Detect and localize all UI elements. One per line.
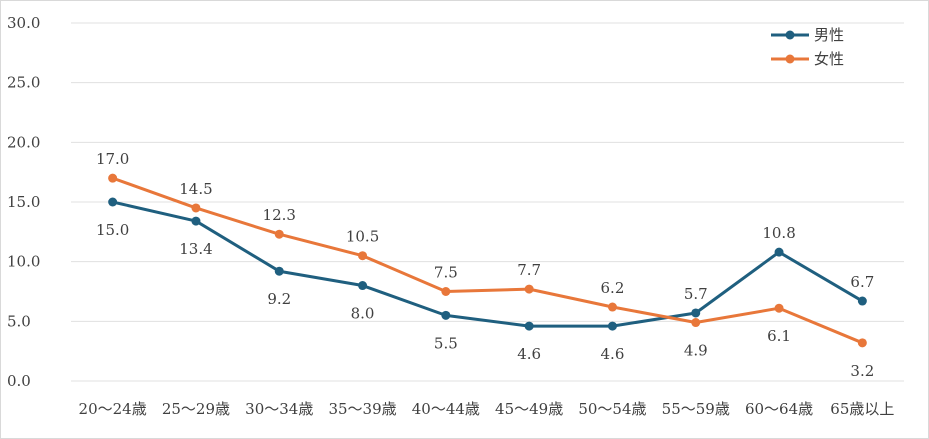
data-point	[108, 197, 118, 207]
data-label: 8.0	[351, 305, 375, 323]
data-labels: 15.0 13.4 9.2 8.0 5.5 4.6 4.6 5.7 10.8 6.7 17.0 14.…	[96, 150, 874, 380]
x-category-label: 55～59歳	[662, 400, 730, 418]
y-tick-label: 30.0	[7, 14, 40, 32]
data-point	[274, 229, 284, 239]
data-point	[857, 296, 867, 306]
data-point	[441, 287, 451, 296]
data-point	[691, 308, 701, 318]
y-tick-label: 25.0	[7, 74, 40, 92]
x-axis-categories: 20～24歳 25～29歳 30～34歳 35～39歳 40～44歳 45～49歳 50～5…	[79, 400, 895, 418]
x-category-label: 30～34歳	[245, 400, 313, 418]
x-category-label: 40～44歳	[412, 400, 480, 418]
y-axis-ticks: 0.0 5.0 10.0 15.0 20.0 25.0 30.0	[7, 14, 40, 390]
x-category-label: 25～29歳	[162, 400, 230, 418]
data-point	[857, 338, 867, 348]
data-point	[274, 266, 284, 276]
data-label: 4.6	[601, 345, 625, 363]
series-line-female	[112, 176, 863, 345]
data-point	[774, 303, 784, 313]
x-category-label: 60～64歳	[745, 400, 813, 418]
y-tick-label: 15.0	[7, 193, 40, 211]
data-point	[774, 247, 784, 257]
legend-marker-male	[785, 30, 795, 40]
data-label: 4.6	[517, 345, 541, 363]
y-tick-label: 20.0	[7, 133, 40, 151]
data-label: 15.0	[96, 221, 129, 239]
data-point	[441, 310, 451, 320]
data-label: 6.7	[850, 273, 874, 291]
data-label: 6.2	[601, 279, 625, 297]
data-point	[191, 216, 201, 226]
data-label: 7.7	[517, 261, 541, 279]
data-point	[607, 302, 617, 312]
data-label: 10.8	[762, 224, 795, 242]
series-layer	[108, 173, 867, 348]
y-tick-label: 10.0	[7, 253, 40, 271]
data-label: 6.1	[767, 327, 791, 345]
legend: 男性 女性	[771, 26, 844, 68]
data-point	[524, 321, 534, 331]
data-point	[691, 318, 701, 328]
data-label: 5.5	[434, 334, 458, 352]
data-label: 14.5	[179, 180, 212, 198]
y-tick-label: 0.0	[7, 372, 31, 390]
x-category-label: 20～24歳	[79, 400, 147, 418]
data-label: 12.3	[263, 206, 296, 224]
data-label: 7.5	[434, 264, 458, 282]
data-point	[191, 203, 201, 213]
data-point	[607, 321, 617, 331]
legend-item-male: 男性	[771, 26, 844, 44]
data-label: 9.2	[267, 290, 291, 308]
data-point	[358, 251, 368, 261]
data-label: 13.4	[179, 240, 212, 258]
legend-label-female: 女性	[814, 50, 844, 68]
x-category-label: 45～49歳	[495, 400, 563, 418]
data-label: 17.0	[96, 150, 129, 168]
data-point	[358, 281, 368, 291]
data-label: 3.2	[850, 362, 874, 380]
data-point	[524, 284, 534, 294]
legend-marker-female	[785, 54, 795, 64]
data-label: 5.7	[684, 285, 708, 303]
x-category-label: 65歳以上	[830, 400, 894, 418]
legend-item-female: 女性	[771, 50, 844, 68]
x-category-label: 35～39歳	[328, 400, 396, 418]
legend-label-male: 男性	[814, 26, 844, 44]
y-tick-label: 5.0	[7, 312, 31, 330]
series-line-male	[112, 200, 864, 328]
x-category-label: 50～54歳	[578, 400, 646, 418]
data-point	[108, 173, 118, 183]
data-label: 4.9	[684, 342, 708, 360]
data-label: 10.5	[346, 228, 379, 246]
grid-layer	[71, 22, 904, 382]
